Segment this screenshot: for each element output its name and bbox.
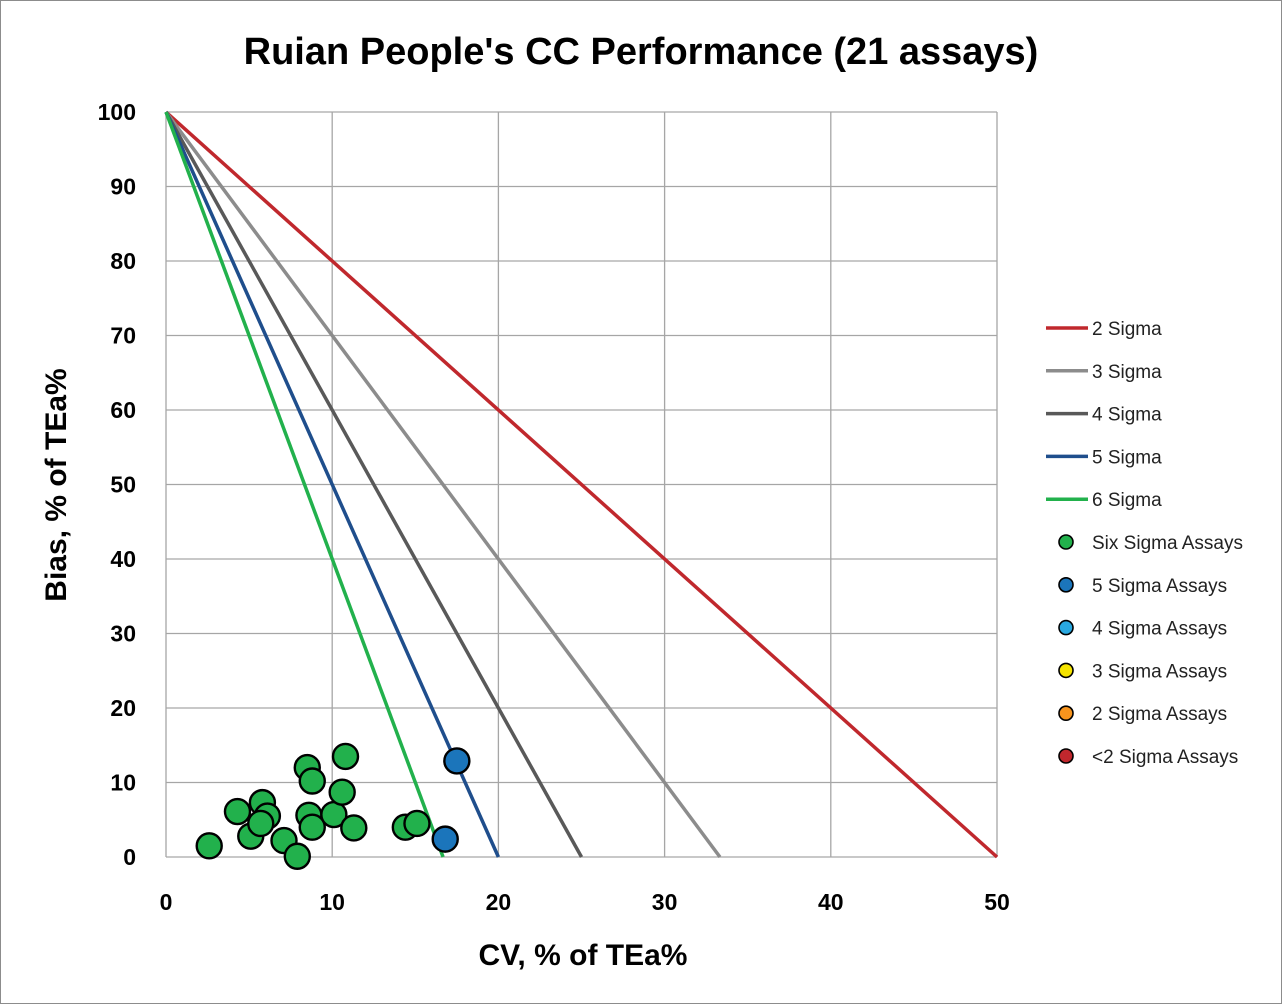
legend-label: 5 Sigma Assays — [1092, 576, 1227, 597]
x-axis-title: CV, % of TEa% — [479, 939, 688, 972]
legend-label: 4 Sigma Assays — [1092, 619, 1227, 640]
y-tick-label: 70 — [110, 323, 136, 349]
point-six-sigma-assays — [283, 842, 311, 870]
y-tick-label: 90 — [110, 174, 136, 200]
y-tick-label: 50 — [110, 472, 136, 498]
legend-label: <2 Sigma Assays — [1092, 747, 1238, 768]
point-six-sigma-assays — [403, 809, 431, 838]
line-6-sigma — [164, 111, 445, 858]
y-tick-label: 40 — [110, 546, 136, 572]
legend-marker-swatch — [1058, 748, 1074, 764]
legend-label: 4 Sigma — [1092, 405, 1162, 426]
legend: 2 Sigma 3 Sigma 4 Sigma 5 Sigma 6 Sigma Six S… — [1046, 319, 1243, 768]
point-six-sigma-assays — [298, 767, 326, 795]
sigma-lines — [164, 110, 999, 859]
chart-title: Ruian People's CC Performance (21 assays… — [244, 31, 1039, 73]
point-six-sigma-assays — [331, 742, 360, 771]
point-six-sigma-assays — [195, 832, 223, 860]
x-tick-label: 20 — [486, 889, 512, 915]
legend-label: 2 Sigma — [1092, 319, 1162, 340]
line-3-sigma — [164, 110, 722, 859]
y-axis-title: Bias, % of TEa% — [40, 368, 73, 601]
x-tick-label: 50 — [984, 889, 1010, 915]
y-tick-label: 20 — [110, 695, 136, 721]
y-tick-label: 60 — [110, 397, 136, 423]
legend-label: 2 Sigma Assays — [1092, 704, 1227, 725]
x-tick-label: 10 — [319, 889, 345, 915]
assay-points — [195, 742, 471, 870]
legend-marker-swatch — [1058, 619, 1074, 636]
legend-label: 3 Sigma — [1092, 362, 1162, 383]
x-tick-label: 40 — [818, 889, 844, 915]
legend-marker-swatch — [1058, 576, 1074, 593]
legend-marker-swatch — [1058, 534, 1074, 550]
legend-label: 6 Sigma — [1092, 490, 1162, 511]
point-six-sigma-assays — [223, 797, 252, 826]
legend-marker-swatch — [1058, 662, 1074, 679]
legend-marker-swatch — [1058, 705, 1074, 722]
line-5-sigma — [164, 111, 500, 858]
legend-label: Six Sigma Assays — [1092, 533, 1243, 554]
line-4-sigma — [164, 111, 584, 858]
y-tick-label: 10 — [110, 770, 136, 796]
point-six-sigma-assays — [328, 778, 356, 806]
y-tick-label: 0 — [123, 844, 136, 870]
point-six-sigma-assays — [340, 814, 368, 842]
point-six-sigma-assays — [247, 809, 275, 838]
x-tick-label: 30 — [652, 889, 678, 915]
point-5-sigma-assays — [431, 825, 459, 853]
line-2-sigma — [164, 110, 999, 859]
legend-label: 3 Sigma Assays — [1092, 661, 1227, 682]
y-tick-label: 80 — [110, 248, 136, 274]
y-tick-label: 30 — [110, 621, 136, 647]
tick-labels: 0 10 20 30 40 50 0 10 20 30 40 50 60 70 80 90 100 — [98, 99, 1010, 915]
y-tick-label: 100 — [98, 99, 136, 125]
grid — [165, 111, 998, 858]
legend-label: 5 Sigma — [1092, 447, 1162, 468]
point-six-sigma-assays — [298, 813, 326, 841]
x-tick-label: 0 — [160, 889, 173, 915]
point-5-sigma-assays — [443, 747, 471, 775]
